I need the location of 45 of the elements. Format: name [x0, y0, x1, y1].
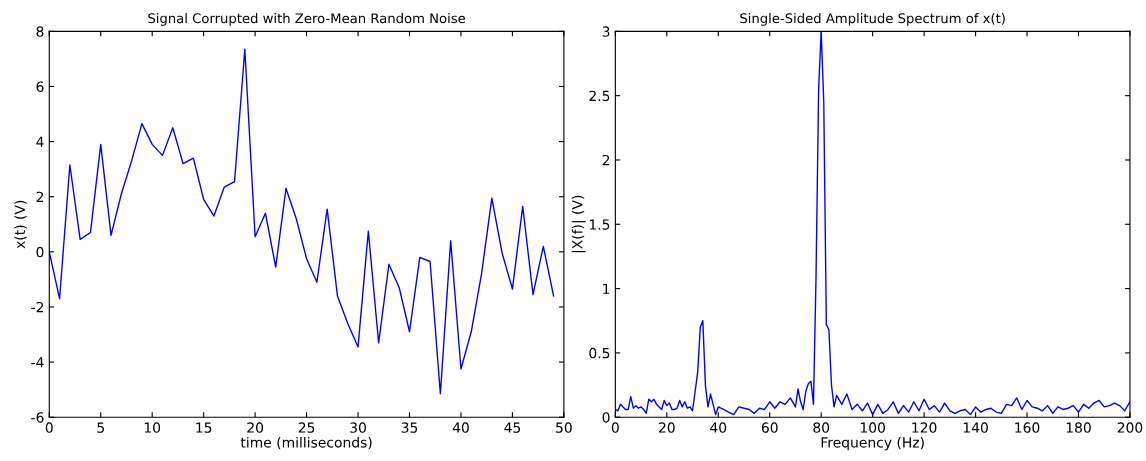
x-tick-label: 20 [247, 422, 264, 433]
chart-title: Signal Corrupted with Zero-Mean Random Noise [148, 12, 466, 26]
x-tick-label: 80 [813, 422, 830, 433]
x-axis-title: time (milliseconds) [240, 436, 372, 450]
y-tick-label: 2 [602, 154, 610, 166]
x-tick-label: 45 [504, 422, 521, 433]
x-tick-label: 15 [196, 422, 212, 433]
y-tick-label: 0 [602, 412, 610, 423]
x-tick-label: 200 [1117, 422, 1143, 433]
x-tick-label: 160 [1015, 422, 1040, 433]
x-tick-label: 140 [963, 422, 988, 433]
y-axis-title: |X(f)| (V) [571, 195, 586, 253]
y-tick-label: 0.5 [589, 347, 610, 359]
x-tick-label: 20 [658, 422, 675, 433]
x-tick-label: 30 [350, 422, 366, 433]
line-series [615, 31, 1130, 416]
chart-title: Single-Sided Amplitude Spectrum of x(t) [740, 12, 1005, 26]
x-tick-label: 120 [912, 422, 937, 433]
y-axis-title: x(t) (V) [14, 200, 27, 249]
y-tick-label: 2 [36, 191, 44, 202]
y-tick-label: 2.5 [589, 90, 610, 102]
y-tick-label: 6 [36, 81, 44, 92]
x-tick-label: 40 [710, 422, 727, 433]
y-tick-label: 3 [602, 26, 610, 37]
x-tick-label: 0 [611, 422, 619, 433]
y-tick-label: -4 [31, 357, 44, 368]
y-tick-label: 1.5 [589, 219, 610, 230]
line-series [49, 48, 555, 395]
y-tick-label: 0 [36, 246, 44, 258]
y-tick-label: 8 [36, 26, 44, 37]
x-tick-label: 35 [401, 422, 418, 433]
y-tick-label: 4 [36, 136, 44, 147]
y-tick-label: -6 [31, 412, 44, 423]
y-tick-label: 1 [603, 283, 610, 294]
y-tick-label: -2 [31, 301, 44, 313]
x-tick-label: 50 [556, 422, 572, 433]
x-tick-label: 100 [860, 422, 885, 433]
x-tick-label: 0 [45, 422, 53, 433]
x-axis-title: Frequency (Hz) [821, 436, 924, 451]
x-tick-label: 25 [298, 422, 315, 433]
x-tick-label: 60 [761, 422, 778, 433]
x-tick-label: 5 [97, 422, 104, 433]
x-tick-label: 180 [1066, 422, 1091, 433]
x-tick-label: 40 [452, 422, 469, 433]
x-tick-label: 10 [144, 422, 161, 433]
